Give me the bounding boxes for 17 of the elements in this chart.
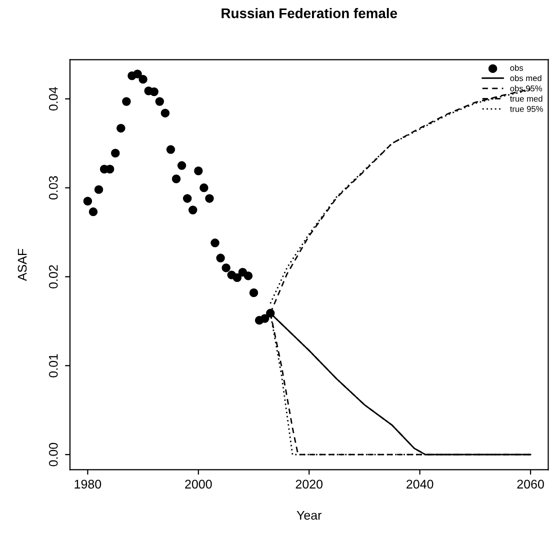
legend-label: true 95% [510, 106, 543, 112]
legend-label: obs med [510, 75, 542, 82]
legend-label: obs [510, 64, 524, 71]
chart-title: Russian Federation female [222, 8, 398, 18]
y-axis-title: ASAF [18, 248, 27, 282]
x-tick-label: 2020 [296, 480, 323, 489]
y-tick-label: 0.02 [48, 265, 58, 288]
y-tick-label: 0.00 [48, 442, 58, 466]
y-tick-label: 0.03 [48, 176, 58, 200]
y-tick-label: 0.01 [48, 354, 58, 378]
x-tick-label: 2060 [517, 480, 544, 489]
x-axis-title: Year [296, 510, 322, 520]
legend-label: true med [510, 96, 542, 102]
x-tick-label: 1980 [74, 480, 102, 489]
x-tick-label: 2040 [406, 480, 434, 489]
x-tick-label: 2000 [185, 480, 212, 489]
y-tick-label: 0.04 [48, 87, 58, 111]
